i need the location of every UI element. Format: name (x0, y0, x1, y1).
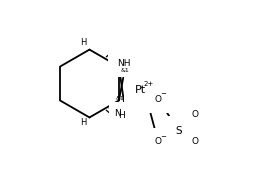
Text: O: O (155, 137, 162, 146)
Text: &1: &1 (115, 96, 124, 101)
Text: O: O (155, 95, 162, 104)
Text: −: − (160, 91, 166, 97)
Text: −: − (160, 134, 166, 140)
Text: S: S (176, 126, 182, 136)
Text: O: O (191, 137, 198, 146)
Text: H: H (80, 38, 87, 47)
Text: &1: &1 (121, 68, 129, 73)
Text: O: O (191, 110, 198, 119)
Text: H: H (80, 118, 87, 127)
Text: Pt: Pt (135, 85, 146, 95)
Text: 2+: 2+ (143, 81, 154, 86)
Text: NH: NH (117, 59, 130, 68)
Text: N: N (114, 109, 121, 118)
Text: H: H (118, 111, 125, 120)
